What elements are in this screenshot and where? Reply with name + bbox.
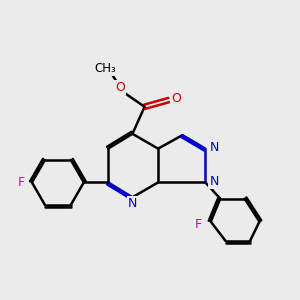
Text: N: N [209, 175, 219, 188]
Text: O: O [115, 80, 125, 94]
Text: F: F [195, 218, 202, 231]
Text: O: O [171, 92, 181, 105]
Text: CH₃: CH₃ [94, 62, 116, 75]
Text: N: N [128, 197, 137, 210]
Text: N: N [209, 141, 219, 154]
Text: F: F [18, 176, 25, 189]
